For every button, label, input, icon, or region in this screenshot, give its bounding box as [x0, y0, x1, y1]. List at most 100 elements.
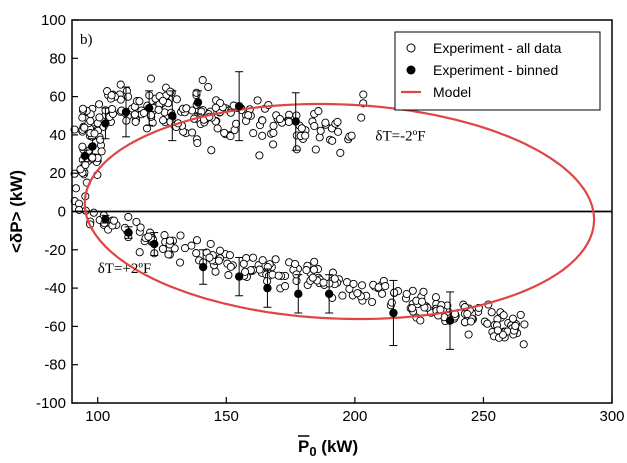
- experiment-all-data-point: [302, 266, 311, 275]
- experiment-all-data-point: [511, 321, 520, 330]
- binned-marker: [234, 272, 244, 281]
- experiment-all-data-point: [402, 289, 411, 299]
- x-axis-label-sub: 0: [309, 444, 316, 459]
- experiment-all-data-point: [516, 310, 525, 319]
- experiment-all-data-point: [310, 121, 319, 131]
- binned-marker: [389, 308, 398, 318]
- experiment-all-data-point: [309, 265, 319, 274]
- experiment-all-data-point: [180, 244, 190, 253]
- experiment-all-data-point: [328, 136, 337, 145]
- experiment-all-data-point: [211, 267, 220, 276]
- experiment-all-data-point: [239, 259, 248, 268]
- y-axis-label: <δP> (kW): [7, 170, 26, 253]
- binned-marker: [198, 262, 208, 272]
- experiment-all-data-point: [78, 113, 87, 122]
- experiment-all-data-point: [308, 273, 317, 282]
- experiment-all-data-point: [164, 250, 173, 259]
- experiment-all-data-point: [315, 133, 324, 142]
- experiment-all-data-point: [408, 286, 417, 295]
- x-tick-label: 100: [85, 408, 110, 425]
- svg-text:P0 (kW): P0 (kW): [298, 437, 358, 459]
- experiment-all-data-point: [188, 128, 197, 137]
- experiment-all-data-point: [139, 108, 148, 118]
- binned-point: [150, 232, 159, 257]
- experiment-all-data-point: [466, 317, 475, 326]
- y-tick-label: 0: [58, 204, 66, 221]
- binned-point: [198, 249, 208, 285]
- experiment-all-data-point: [357, 281, 367, 290]
- experiment-all-data-point: [206, 239, 215, 248]
- binned-point: [101, 214, 110, 224]
- experiment-all-data-point: [269, 128, 278, 137]
- experiment-all-data-point: [232, 119, 241, 128]
- binned-marker: [101, 119, 110, 128]
- experiment-all-data-point: [71, 184, 81, 193]
- experiment-all-data-point: [146, 74, 156, 83]
- y-tick-label: -60: [44, 318, 66, 335]
- experiment-all-data-point: [80, 123, 89, 132]
- experiment-all-data-point: [275, 114, 284, 124]
- experiment-all-data-point: [89, 208, 98, 217]
- experiment-all-data-point: [271, 255, 280, 264]
- binned-point: [294, 274, 303, 314]
- experiment-all-data-point: [81, 160, 90, 169]
- experiment-all-data-point: [311, 145, 320, 154]
- experiment-all-data-point: [417, 297, 427, 306]
- experiment-all-data-point: [463, 309, 472, 319]
- experiment-all-data-point: [86, 116, 95, 126]
- panel-label: b): [80, 32, 93, 48]
- experiment-all-data-point: [192, 88, 201, 97]
- experiment-all-data-point: [241, 267, 250, 276]
- y-tick-label: 40: [49, 127, 66, 144]
- legend-label: Model: [433, 84, 471, 100]
- experiment-all-data-point: [321, 118, 330, 127]
- experiment-all-data-point: [284, 117, 293, 126]
- experiment-all-data-point: [211, 103, 220, 112]
- experiment-all-data-point: [387, 298, 396, 307]
- annotation-plus: δT=+2ºF: [98, 261, 152, 277]
- y-tick-label: -100: [36, 395, 66, 412]
- experiment-all-data-point: [131, 117, 140, 126]
- experiment-all-data-point: [349, 279, 358, 288]
- legend-marker-filled: [406, 65, 416, 75]
- legend-box: [394, 31, 601, 111]
- experiment-all-data-point: [378, 289, 387, 298]
- experiment-all-data-point: [255, 151, 264, 160]
- experiment-all-data-point: [78, 104, 87, 113]
- binned-point: [88, 138, 97, 155]
- experiment-all-data-point: [347, 131, 356, 140]
- experiment-all-data-point: [213, 124, 222, 133]
- experiment-all-data-point: [135, 97, 144, 106]
- experiment-all-data-point: [205, 253, 214, 262]
- experiment-all-data-point: [159, 116, 168, 125]
- experiment-all-data-point: [97, 147, 106, 156]
- y-tick-label: -20: [44, 242, 66, 259]
- y-tick-label: 60: [49, 89, 66, 106]
- legend-label: Experiment - binned: [433, 62, 558, 78]
- experiment-all-data-point: [419, 287, 428, 296]
- experiment-all-data-point: [381, 282, 390, 291]
- binned-point: [121, 86, 131, 138]
- experiment-all-data-point: [132, 217, 141, 226]
- experiment-all-data-point: [226, 132, 235, 141]
- binned-marker: [263, 283, 272, 293]
- binned-marker: [121, 107, 131, 117]
- x-axis-label: P0 (kW): [298, 435, 358, 459]
- binned-point: [389, 279, 398, 347]
- binned-point: [291, 92, 300, 151]
- experiment-all-data-point: [78, 142, 87, 151]
- experiment-all-data-point: [182, 104, 191, 113]
- experiment-all-data-point: [172, 95, 181, 104]
- experiment-all-data-point: [353, 289, 362, 298]
- experiment-all-data-point: [483, 319, 492, 328]
- binned-marker: [144, 103, 154, 113]
- axis-ticks: 100 150 200 250 300 -100 -80 -60 -40 -20 0 20 40 60 80…: [36, 12, 625, 425]
- binned-point: [445, 291, 455, 350]
- y-tick-label: 80: [49, 50, 66, 67]
- binned-marker: [291, 117, 300, 126]
- binned-point: [101, 107, 110, 140]
- experiment-all-data-point: [109, 216, 119, 225]
- experiment-all-data-point: [258, 116, 267, 125]
- experiment-all-data-point: [70, 125, 79, 134]
- plot-area: [70, 71, 612, 350]
